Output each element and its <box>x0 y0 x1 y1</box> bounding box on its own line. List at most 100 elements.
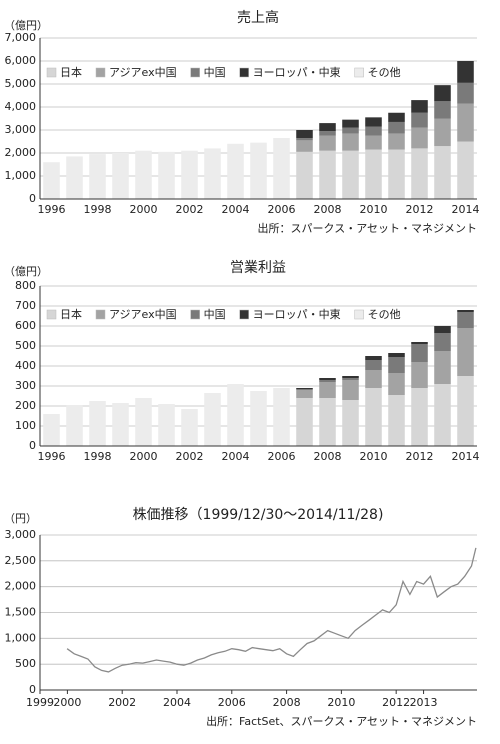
y-tick-label: 7,000 <box>5 31 37 44</box>
x-tick-label: 2000 <box>130 203 158 216</box>
y-tick-label: 2,000 <box>5 146 37 159</box>
legend-swatch <box>239 67 249 78</box>
bar-segment <box>457 103 474 142</box>
legend-swatch <box>95 67 106 78</box>
bar-segment <box>112 153 129 199</box>
bar-segment <box>411 112 428 128</box>
bar-segment <box>411 362 428 388</box>
bar-segment <box>273 388 290 446</box>
bar-segment <box>434 85 451 102</box>
y-tick-label: 800 <box>15 279 36 292</box>
legend-swatch <box>46 67 57 78</box>
y-unit: （円） <box>4 512 37 525</box>
bar-segment <box>342 150 359 199</box>
bar-segment <box>250 391 267 446</box>
bar-segment <box>388 357 405 373</box>
bar-segment <box>434 101 451 119</box>
x-tick-label: 2000 <box>53 696 81 709</box>
bar-segment <box>227 143 244 199</box>
y-tick-label: 4,000 <box>5 100 37 113</box>
x-tick-label: 2002 <box>108 696 136 709</box>
bar-segment <box>365 360 382 370</box>
bar-segment <box>158 151 175 199</box>
bar-segment <box>388 353 405 357</box>
bar-segment <box>342 380 359 400</box>
bar-segment <box>411 344 428 362</box>
legend-label: その他 <box>368 66 401 79</box>
bar-segment <box>434 146 451 199</box>
y-tick-label: 100 <box>15 419 36 432</box>
x-tick-label: 2013 <box>410 696 438 709</box>
y-tick-label: 3,000 <box>5 123 37 136</box>
bar-segment <box>365 126 382 136</box>
legend-label: 日本 <box>60 65 82 79</box>
bar-segment <box>388 395 405 446</box>
bar-segment <box>181 409 198 446</box>
bar-segment <box>250 142 267 199</box>
bar-segment <box>112 403 129 446</box>
bar-segment <box>342 400 359 446</box>
legend-label: アジアex中国 <box>109 66 177 79</box>
bar-segment <box>365 356 382 360</box>
x-tick-label: 2012 <box>382 696 410 709</box>
bar-segment <box>411 127 428 149</box>
x-tick-label: 2006 <box>268 450 296 463</box>
bar-segment <box>273 138 290 199</box>
x-tick-label: 2000 <box>130 450 158 463</box>
bar-segment <box>181 150 198 199</box>
bar-segment <box>342 133 359 151</box>
bar-segment <box>319 380 336 382</box>
bar-segment <box>365 370 382 388</box>
x-tick-label: 2006 <box>268 203 296 216</box>
legend-swatch <box>239 309 249 320</box>
y-tick-label: 500 <box>15 339 36 352</box>
y-tick-label: 500 <box>15 657 36 670</box>
bar-segment <box>319 378 336 380</box>
bar-segment <box>43 414 60 446</box>
x-tick-label: 2014 <box>452 450 480 463</box>
x-tick-label: 1998 <box>84 450 112 463</box>
y-tick-label: 6,000 <box>5 54 37 67</box>
bar-segment <box>457 61 474 83</box>
bar-segment <box>342 378 359 380</box>
y-tick-label: 600 <box>15 319 36 332</box>
bar-segment <box>434 384 451 446</box>
x-tick-label: 2004 <box>222 450 250 463</box>
bar-segment <box>388 133 405 150</box>
bar-segment <box>434 333 451 351</box>
x-tick-label: 2010 <box>360 450 388 463</box>
bar-segment <box>457 376 474 446</box>
x-tick-label: 2004 <box>222 203 250 216</box>
bar-segment <box>342 119 359 128</box>
y-tick-label: 3,000 <box>5 528 37 541</box>
y-tick-label: 200 <box>15 399 36 412</box>
bar-segment <box>89 401 106 446</box>
y-tick-label: 1,000 <box>5 631 37 644</box>
bar-segment <box>365 388 382 446</box>
legend-label: 日本 <box>60 307 82 321</box>
bar-segment <box>296 390 313 398</box>
x-tick-label: 2002 <box>176 450 204 463</box>
bar-segment <box>434 118 451 147</box>
bar-segment <box>296 389 313 390</box>
y-unit: （億円） <box>4 265 48 278</box>
y-tick-label: 400 <box>15 359 36 372</box>
bar-segment <box>411 342 428 344</box>
bar-segment <box>411 100 428 113</box>
bar-segment <box>66 156 83 199</box>
bar-segment <box>365 117 382 127</box>
legend-label: ヨーロッパ・中東 <box>253 66 341 79</box>
y-tick-label: 1,500 <box>5 606 37 619</box>
bar-segment <box>135 398 152 446</box>
legend-swatch <box>95 309 106 320</box>
legend-label: 中国 <box>204 66 226 79</box>
x-tick-label: 2004 <box>163 696 191 709</box>
x-tick-label: 1996 <box>38 450 66 463</box>
bar-segment <box>457 310 474 312</box>
bar-segment <box>342 376 359 378</box>
bar-segment <box>43 162 60 199</box>
bar-segment <box>365 135 382 150</box>
legend-label: 中国 <box>204 308 226 321</box>
x-tick-label: 2006 <box>218 696 246 709</box>
